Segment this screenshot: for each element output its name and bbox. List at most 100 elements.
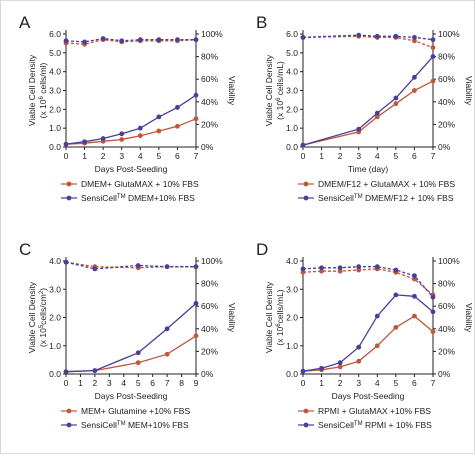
viability-point-sensi — [374, 264, 380, 270]
y-units-exp: 6 — [276, 97, 282, 101]
viability-line-dmem — [302, 268, 434, 296]
y2-tick-label: 0% — [201, 142, 214, 152]
panel-a: A 0 1 2 3 4 5 6 7 0.0 1.0 2.0 3.0 4.0 5.0 6.0 0% 20% 40% 60… — [19, 13, 237, 203]
y-units-pre: (x 10 — [38, 99, 48, 118]
density-point-sensi — [175, 105, 180, 110]
legend-entry-sensi: SensiCellTM MEM+10% FBS — [81, 420, 189, 430]
x-tick-label: 1 — [319, 378, 324, 388]
y-tick-label: 3.0 — [286, 86, 298, 96]
y-tick-label: 0.0 — [49, 142, 61, 152]
x-axis-label: Days Post-Seeding — [95, 164, 168, 174]
viability-point-sensi — [92, 266, 98, 272]
y-tick-label: 0.0 — [286, 369, 298, 379]
y-units-post: cells/mL) — [275, 289, 285, 323]
legend-marker-dmem — [66, 181, 72, 187]
legend-entry-sensi: SensiCellTM DMEM+10% FBS — [81, 193, 195, 203]
x-tick-label: 0 — [301, 151, 306, 161]
x-tick-label: 6 — [412, 151, 417, 161]
x-tick-label: 6 — [150, 378, 155, 388]
x-tick-label: 1 — [82, 151, 87, 161]
y2-axis-label: Viability — [227, 303, 237, 333]
y-tick-label: 2.0 — [49, 104, 61, 114]
density-line-sensi — [302, 294, 434, 372]
density-point-sensi — [393, 292, 399, 298]
legend-sup: TM — [117, 194, 126, 200]
y-units-pre: (x 10 — [275, 326, 285, 345]
legend-post: DMEM/F12 + 10% FBS — [363, 193, 454, 203]
legend-pre: SensiCell — [318, 193, 354, 203]
density-point-sensi — [300, 142, 306, 148]
density-point-sensi — [193, 300, 199, 306]
panel-letter: C — [19, 240, 31, 259]
density-point-sensi — [374, 313, 380, 319]
viability-point-dmem — [356, 267, 362, 273]
density-point-dmem — [412, 88, 417, 93]
viability-point-sensi — [412, 273, 417, 279]
y2-tick-label: 60% — [438, 301, 455, 311]
density-point-dmem — [175, 123, 180, 129]
x-tick-label: 3 — [356, 151, 361, 161]
y-tick-label: 4.0 — [49, 256, 61, 266]
legend-post: MEM+10% FBS — [126, 420, 189, 430]
panel-c: C0 1 2 3 4 5 6 7 8 90.01.02.03.04.00%20%40%60%80%… — [19, 240, 237, 430]
panel-d: D 0 1 2 3 4 5 6 7 0.0 1.0 2.0 3.0 4.0 0% 20% 40% 60% 80% 10… — [256, 240, 474, 430]
y-units-post-sup: 2 — [39, 290, 45, 294]
x-tick-label: 5 — [393, 151, 398, 161]
density-line-sensi — [65, 94, 197, 145]
y-units-pre: (x 10 — [38, 328, 48, 347]
y2-tick-label: 80% — [438, 52, 455, 62]
y-units-exp: 6 — [276, 323, 282, 327]
density-point-sensi — [356, 344, 362, 350]
y-units-exp: 5 — [39, 324, 45, 328]
x-tick-label: 1 — [78, 378, 83, 388]
y2-axis-label: Viability — [227, 76, 237, 106]
density-point-sensi — [119, 131, 125, 137]
viability-point-sensi — [337, 265, 343, 271]
density-line-dmem — [65, 118, 197, 145]
density-point-sensi — [137, 125, 143, 131]
density-point-dmem — [356, 358, 362, 364]
viability-line-dmem — [65, 39, 197, 45]
density-point-dmem — [119, 137, 125, 142]
y2-tick-label: 80% — [201, 279, 218, 289]
viability-point-sensi — [82, 39, 87, 45]
legend-marker-sensi — [66, 195, 72, 201]
density-point-sensi — [92, 368, 98, 374]
density-point-sensi — [374, 110, 380, 116]
viability-line-sensi — [65, 37, 196, 43]
y-tick-label: 2.0 — [286, 104, 298, 114]
viability-point-sensi — [119, 38, 125, 44]
viability-point-sensi — [393, 33, 399, 39]
viability-point-sensi — [193, 37, 199, 43]
x-tick-label: 7 — [431, 378, 436, 388]
viability-line-sensi — [65, 261, 196, 270]
x-tick-label: 4 — [121, 378, 126, 388]
legend-entry-dmem: MEM+ Glutamine +10% FBS — [81, 406, 190, 416]
y2-tick-label: 40% — [201, 324, 218, 334]
density-point-sensi — [430, 309, 436, 315]
y-axis-units: (x 106cells/mL) — [275, 289, 285, 345]
x-tick-label: 2 — [338, 151, 343, 161]
density-point-sensi — [82, 139, 87, 145]
x-tick-label: 3 — [107, 378, 112, 388]
y-units-end: ) — [38, 288, 48, 291]
x-tick-label: 0 — [64, 378, 69, 388]
density-line-dmem — [65, 335, 197, 373]
panel-b: B 0 1 2 3 4 5 6 7 0.0 1.0 2.0 3.0 4.0 5.0 6.0 0% 20% 40% 60… — [256, 13, 474, 203]
y2-axis-label: Viability — [464, 303, 474, 333]
y-units-post: cells/ml) — [38, 62, 48, 96]
y-axis-label: Viable Cell Density — [264, 54, 274, 126]
y-units-post: cells/cm — [38, 294, 48, 325]
x-axis-label: Days Post-Seeding — [95, 391, 168, 401]
viability-point-sensi — [175, 37, 180, 43]
y-tick-label: 6.0 — [49, 29, 61, 39]
viability-point-dmem — [412, 38, 417, 44]
x-tick-label: 9 — [194, 378, 199, 388]
viability-point-sensi — [137, 37, 143, 43]
viability-point-sensi — [100, 36, 106, 41]
x-tick-label: 6 — [412, 378, 417, 388]
viability-point-sensi — [356, 264, 362, 270]
y-tick-label: 0.0 — [286, 142, 298, 152]
legend-post: DMEM+10% FBS — [126, 193, 196, 203]
